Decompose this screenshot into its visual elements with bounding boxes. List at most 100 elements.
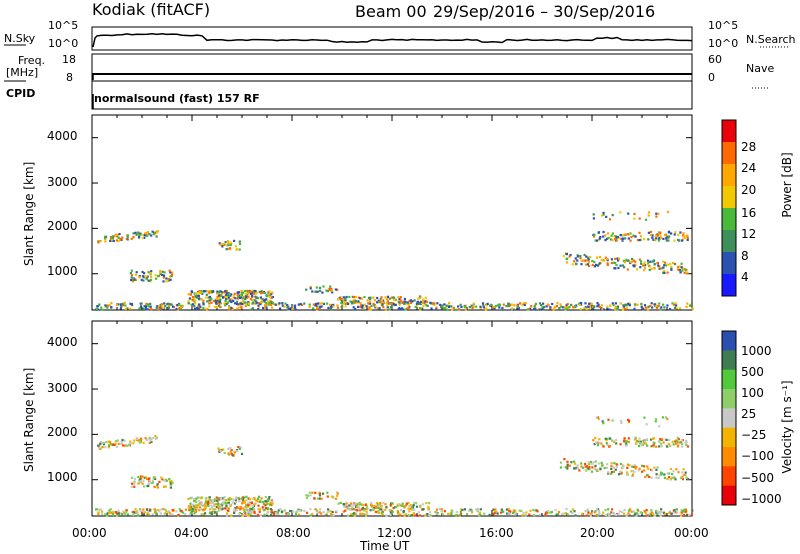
power-echo-cell bbox=[674, 262, 677, 266]
velocity-echo-cell bbox=[192, 509, 195, 512]
velocity-echo-cell bbox=[389, 513, 392, 516]
freq-tick-top: 18 bbox=[62, 53, 76, 66]
velocity-echo-cell bbox=[298, 509, 302, 512]
velocity-echo-cell bbox=[645, 423, 648, 426]
velocity-echo-cell bbox=[319, 508, 322, 511]
power-echo-cell bbox=[155, 306, 158, 309]
power-echo-cell bbox=[636, 268, 639, 271]
velocity-echo-cell bbox=[206, 501, 210, 504]
velocity-echo-cell bbox=[612, 512, 615, 515]
velocity-echo-cell bbox=[421, 508, 424, 511]
velocity-colorbar-frame bbox=[721, 330, 737, 506]
velocity-echo-cell bbox=[641, 470, 644, 473]
power-echo-cell bbox=[249, 298, 252, 301]
velocity-echo-cell bbox=[170, 482, 173, 485]
power-echo-cell bbox=[149, 305, 152, 308]
velocity-echo-cell bbox=[635, 512, 638, 515]
velocity-echo-cell bbox=[114, 440, 117, 443]
power-echo-cell bbox=[217, 291, 221, 294]
power-echo-cell bbox=[218, 242, 221, 245]
power-echo-cell bbox=[168, 275, 171, 278]
power-echo-cell bbox=[393, 303, 396, 306]
velocity-echo-cell bbox=[593, 443, 596, 446]
power-echo-cell bbox=[640, 305, 643, 308]
velocity-echo-cell bbox=[621, 511, 624, 514]
velocity-echo-cell bbox=[108, 444, 111, 447]
velocity-echo-cell bbox=[670, 512, 673, 515]
velocity-colorbar-segment bbox=[722, 466, 736, 487]
velocity-echo-cell bbox=[414, 514, 417, 517]
power-echo-cell bbox=[386, 306, 389, 309]
velocity-echo-cell bbox=[623, 438, 626, 441]
velocity-echo-cell bbox=[685, 476, 688, 479]
velocity-echo-cell bbox=[603, 466, 606, 470]
velocity-echo-cell bbox=[684, 442, 687, 445]
velocity-echo-cell bbox=[222, 501, 225, 504]
power-echo-cell bbox=[614, 262, 617, 265]
power-echo-cell bbox=[157, 275, 160, 278]
power-echo-cell bbox=[244, 292, 247, 295]
power-echo-cell bbox=[588, 302, 591, 305]
power-echo-cell bbox=[224, 290, 227, 293]
power-echo-cell bbox=[229, 241, 232, 244]
power-echo-cell bbox=[351, 302, 354, 305]
velocity-echo-cell bbox=[369, 509, 372, 512]
power-echo-cell bbox=[460, 305, 463, 309]
velocity-echo-cell bbox=[532, 508, 535, 512]
power-echo-cell bbox=[201, 292, 204, 295]
power-echo-cell bbox=[251, 294, 254, 298]
power-echo-cell bbox=[224, 304, 227, 307]
power-echo-cell bbox=[658, 267, 661, 270]
velocity-echo-cell bbox=[598, 441, 601, 445]
velocity-echo-cell bbox=[247, 504, 250, 507]
velocity-echo-cell bbox=[296, 509, 299, 512]
power-echo-cell bbox=[629, 261, 632, 264]
velocity-echo-cell bbox=[226, 514, 229, 517]
velocity-echo-cell bbox=[384, 503, 387, 506]
power-echo-cell bbox=[134, 231, 137, 234]
velocity-echo-cell bbox=[187, 498, 190, 501]
power-echo-cell bbox=[632, 264, 635, 267]
power-echo-cell bbox=[521, 303, 524, 306]
velocity-echo-cell bbox=[599, 468, 602, 471]
velocity-echo-cell bbox=[279, 508, 282, 511]
velocity-echo-cell bbox=[150, 440, 153, 444]
velocity-echo-cell bbox=[224, 499, 228, 502]
power-echo-cell bbox=[308, 305, 311, 308]
velocity-echo-cell bbox=[633, 514, 636, 517]
power-echo-cell bbox=[331, 291, 334, 294]
power-echo-cell bbox=[215, 298, 218, 301]
power-echo-cell bbox=[202, 303, 205, 306]
velocity-echo-cell bbox=[193, 507, 196, 510]
nave-tick-bottom: 0 bbox=[708, 71, 715, 84]
velocity-echo-cell bbox=[684, 510, 687, 513]
velocity-colorbar-segment bbox=[722, 447, 736, 467]
power-echo-cell bbox=[144, 308, 147, 311]
power-echo-cell bbox=[117, 303, 120, 306]
velocity-echo-cell bbox=[637, 469, 640, 472]
velocity-echo-cell bbox=[202, 513, 205, 516]
power-echo-cell bbox=[158, 305, 161, 308]
velocity-echo-cell bbox=[114, 442, 117, 445]
velocity-echo-cell bbox=[622, 512, 626, 515]
power-echo-cell bbox=[202, 299, 205, 302]
power-echo-cell bbox=[224, 299, 227, 302]
velocity-echo-cell bbox=[321, 492, 325, 495]
power-echo-cell bbox=[381, 301, 384, 304]
power-echo-cell bbox=[602, 230, 605, 234]
velocity-echo-cell bbox=[210, 512, 213, 515]
power-echo-cell bbox=[124, 307, 127, 311]
velocity-echo-cell bbox=[507, 507, 510, 511]
power-echo-cell bbox=[279, 307, 282, 310]
power-echo-cell bbox=[160, 308, 164, 311]
power-echo-cell bbox=[591, 263, 594, 267]
velocity-echo-cell bbox=[651, 437, 654, 440]
power-echo-cell bbox=[623, 266, 626, 269]
power-echo-cell bbox=[176, 308, 179, 311]
velocity-echo-cell bbox=[602, 511, 605, 514]
power-echo-cell bbox=[645, 306, 648, 309]
velocity-echo-cell bbox=[654, 420, 657, 423]
power-echo-cell bbox=[130, 303, 134, 306]
power-echo-cell bbox=[219, 305, 222, 308]
velocity-echo-cell bbox=[138, 441, 142, 444]
